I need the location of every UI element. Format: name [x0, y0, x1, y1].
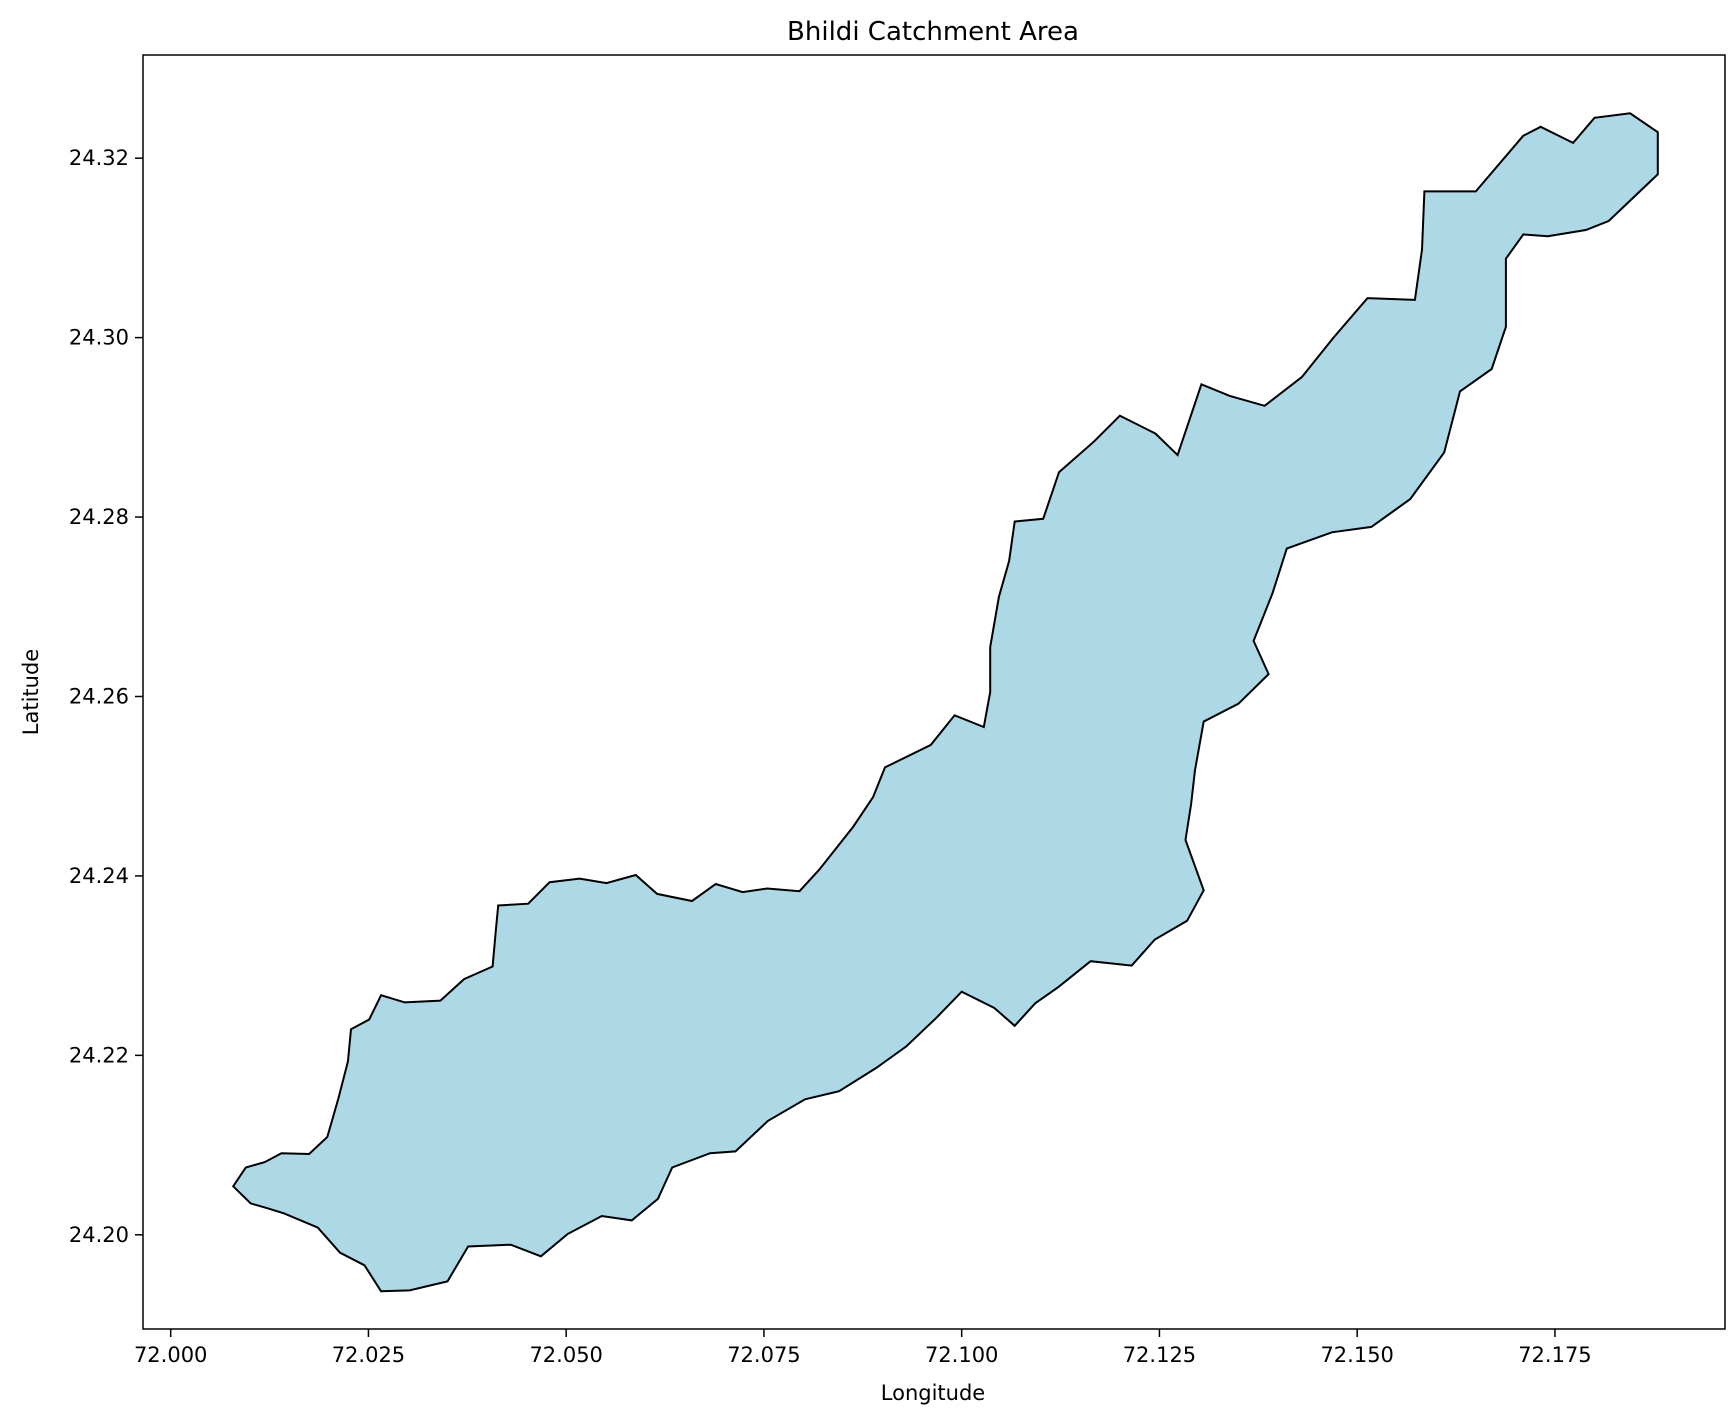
- x-tick-label: 72.150: [1320, 1343, 1393, 1367]
- y-tick-label: 24.22: [69, 1043, 129, 1067]
- x-tick-label: 72.075: [727, 1343, 800, 1367]
- x-tick-label: 72.000: [134, 1343, 207, 1367]
- chart-title: Bhildi Catchment Area: [787, 17, 1079, 47]
- catchment-layer: [231, 112, 1659, 1293]
- catchment-polygon: [231, 112, 1659, 1293]
- x-axis-label: Longitude: [881, 1381, 985, 1405]
- x-tick-label: 72.025: [332, 1343, 405, 1367]
- x-tick-label: 72.125: [1123, 1343, 1196, 1367]
- x-tick-label: 72.100: [925, 1343, 998, 1367]
- y-tick-label: 24.26: [69, 684, 129, 708]
- y-tick-label: 24.28: [69, 505, 129, 529]
- x-tick-label: 72.175: [1518, 1343, 1591, 1367]
- x-axis: 72.000 72.025 72.050 72.075 72.100 72.125 72.1…: [134, 1329, 1592, 1367]
- x-tick-label: 72.050: [529, 1343, 602, 1367]
- y-tick-label: 24.30: [69, 326, 129, 350]
- y-tick-label: 24.20: [69, 1223, 129, 1247]
- y-tick-label: 24.32: [69, 146, 129, 170]
- y-axis-label: Latitude: [19, 649, 43, 735]
- y-axis: 24.20 24.22 24.24 24.26 24.28 24.30 24.32: [69, 146, 143, 1247]
- plot-frame: [142, 54, 1726, 1330]
- y-tick-label: 24.24: [69, 864, 129, 888]
